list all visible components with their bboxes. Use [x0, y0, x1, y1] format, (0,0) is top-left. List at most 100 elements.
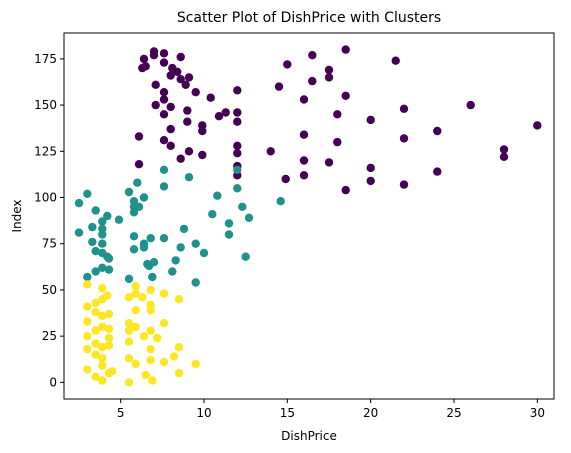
- scatter-point-cluster-0: [299, 171, 309, 180]
- scatter-point-cluster-1: [191, 278, 200, 287]
- scatter-point-cluster-2: [98, 283, 107, 293]
- y-tick-label: 125: [34, 144, 57, 158]
- scatter-point-cluster-1: [224, 219, 234, 228]
- scatter-point-cluster-2: [159, 357, 169, 367]
- scatter-point-cluster-1: [74, 198, 84, 208]
- scatter-point-cluster-0: [233, 141, 242, 150]
- scatter-point-cluster-2: [174, 368, 184, 378]
- scatter-point-cluster-0: [281, 174, 290, 184]
- scatter-point-cluster-2: [124, 378, 134, 387]
- scatter-point-cluster-2: [83, 365, 92, 374]
- scatter-point-cluster-1: [124, 274, 134, 283]
- scatter-point-cluster-0: [299, 95, 309, 104]
- scatter-point-cluster-1: [159, 182, 169, 191]
- scatter-point-cluster-0: [183, 106, 192, 115]
- scatter-point-cluster-2: [146, 326, 155, 335]
- scatter-point-cluster-0: [176, 52, 185, 62]
- scatter-point-cluster-1: [176, 243, 185, 252]
- scatter-point-cluster-0: [166, 71, 175, 80]
- scatter-point-cluster-0: [151, 100, 160, 110]
- scatter-point-cluster-0: [141, 62, 150, 71]
- y-axis-label: Index: [10, 199, 24, 232]
- scatter-point-cluster-1: [133, 178, 142, 187]
- scatter-point-cluster-0: [299, 156, 309, 165]
- scatter-point-cluster-0: [399, 134, 409, 143]
- scatter-point-cluster-0: [233, 108, 242, 117]
- scatter-point-cluster-1: [129, 232, 139, 241]
- scatter-point-cluster-0: [299, 130, 309, 139]
- scatter-point-cluster-2: [139, 332, 149, 341]
- scatter-point-cluster-0: [399, 104, 409, 114]
- scatter-point-cluster-1: [104, 265, 114, 274]
- scatter-point-cluster-2: [131, 306, 140, 315]
- scatter-point-cluster-1: [244, 213, 254, 222]
- scatter-point-cluster-2: [141, 370, 150, 380]
- scatter-point-cluster-1: [88, 222, 97, 232]
- scatter-point-cluster-0: [433, 126, 442, 136]
- scatter-point-cluster-2: [169, 352, 179, 361]
- scatter-point-cluster-0: [159, 58, 169, 67]
- scatter-point-cluster-0: [366, 115, 375, 125]
- scatter-point-cluster-0: [139, 54, 149, 64]
- scatter-point-cluster-0: [214, 112, 224, 121]
- scatter-point-cluster-0: [183, 117, 192, 126]
- x-tick-label: 20: [363, 406, 378, 420]
- scatter-point-cluster-1: [91, 246, 100, 256]
- scatter-point-cluster-1: [129, 208, 139, 217]
- y-axis: 0 25 50 75 100 125 150 175: [34, 52, 64, 389]
- scatter-point-cluster-2: [159, 289, 169, 298]
- scatter-point-cluster-2: [131, 359, 140, 369]
- scatter-point-cluster-2: [103, 291, 112, 300]
- scatter-point-cluster-1: [134, 202, 144, 211]
- scatter-point-cluster-2: [98, 322, 107, 332]
- scatter-point-cluster-0: [366, 176, 375, 186]
- scatter-point-cluster-2: [91, 326, 100, 335]
- scatter-point-cluster-2: [91, 307, 100, 317]
- scatter-point-cluster-2: [131, 282, 140, 291]
- y-tick-label: 100: [34, 191, 57, 205]
- scatter-point-cluster-2: [91, 350, 100, 359]
- scatter-point-cluster-0: [166, 102, 175, 112]
- scatter-point-cluster-2: [104, 341, 114, 350]
- scatter-point-cluster-2: [124, 354, 134, 363]
- scatter-point-cluster-2: [83, 332, 92, 341]
- plot-frame: [63, 32, 555, 400]
- x-axis: 5 10 15 20 25 30: [117, 399, 545, 420]
- y-tick-label: 75: [42, 237, 57, 251]
- scatter-point-cluster-0: [499, 152, 509, 161]
- scatter-point-cluster-0: [159, 136, 169, 145]
- scatter-point-cluster-2: [98, 311, 107, 320]
- scatter-point-cluster-0: [274, 82, 284, 91]
- scatter-point-cluster-0: [399, 180, 409, 189]
- scatter-point-cluster-2: [146, 285, 155, 295]
- scatter-point-cluster-1: [159, 234, 169, 243]
- scatter-point-cluster-1: [148, 272, 157, 282]
- scatter-point-cluster-2: [83, 344, 92, 354]
- scatter-point-cluster-1: [224, 230, 234, 239]
- scatter-point-cluster-2: [104, 324, 114, 333]
- scatter-point-cluster-0: [283, 60, 292, 69]
- scatter-point-cluster-2: [138, 293, 147, 302]
- y-tick-label: 150: [34, 98, 57, 112]
- scatter-point-cluster-2: [104, 309, 114, 319]
- scatter-point-cluster-2: [146, 344, 155, 354]
- scatter-point-cluster-0: [341, 45, 350, 54]
- scatter-point-cluster-1: [98, 239, 107, 248]
- y-tick-label: 50: [42, 283, 57, 297]
- scatter-point-cluster-0: [233, 86, 242, 95]
- points-layer: [74, 45, 542, 387]
- scatter-point-cluster-2: [153, 333, 162, 343]
- scatter-point-cluster-2: [124, 326, 134, 335]
- scatter-point-cluster-0: [341, 185, 350, 195]
- scatter-point-cluster-1: [159, 165, 169, 174]
- scatter-point-cluster-2: [98, 354, 107, 363]
- scatter-point-cluster-0: [333, 137, 342, 147]
- scatter-point-cluster-2: [131, 322, 140, 332]
- scatter-point-cluster-1: [276, 197, 285, 206]
- scatter-point-cluster-0: [173, 67, 182, 77]
- scatter-point-cluster-2: [124, 293, 134, 302]
- scatter-point-cluster-0: [159, 88, 169, 97]
- scatter-point-cluster-0: [159, 110, 169, 119]
- scatter-point-cluster-1: [98, 224, 107, 234]
- scatter-point-cluster-1: [233, 184, 242, 193]
